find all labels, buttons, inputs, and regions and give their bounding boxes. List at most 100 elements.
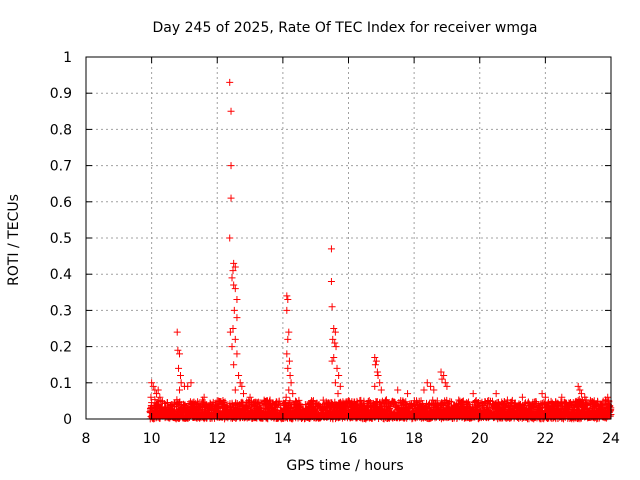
data-point — [284, 364, 292, 372]
data-point — [327, 245, 335, 253]
data-point — [333, 364, 341, 372]
x-tick-label: 20 — [471, 431, 489, 447]
data-point — [282, 393, 290, 401]
y-tick-label: 0 — [63, 412, 72, 428]
y-axis-label: ROTI / TECUs — [6, 194, 22, 286]
data-point — [459, 397, 467, 405]
data-point — [330, 325, 338, 332]
data-point — [576, 386, 584, 394]
data-point — [180, 400, 188, 408]
data-point — [174, 346, 182, 354]
x-tick-label: 14 — [274, 431, 292, 447]
data-point — [316, 414, 324, 422]
data-point — [538, 390, 546, 398]
data-point — [227, 194, 235, 202]
data-point — [373, 368, 381, 376]
data-point — [590, 397, 598, 405]
x-tick-labels: 8 10 12 14 16 18 20 22 24 — [82, 431, 620, 447]
data-point — [176, 386, 184, 394]
data-point — [230, 306, 238, 314]
data-point — [286, 372, 294, 380]
data-point — [581, 393, 589, 401]
data-point — [177, 379, 185, 387]
x-tick-label: 24 — [602, 431, 620, 447]
data-point — [228, 343, 236, 351]
data-point — [492, 390, 500, 398]
data-point — [213, 397, 221, 405]
x-tick-label: 8 — [82, 431, 91, 447]
chart-title: Day 245 of 2025, Rate Of TEC Index for r… — [153, 20, 538, 36]
data-point — [446, 397, 454, 405]
data-point — [231, 285, 239, 293]
data-point — [377, 386, 385, 394]
data-point — [327, 277, 335, 285]
data-point — [518, 393, 526, 401]
data-point — [283, 350, 291, 358]
data-point — [227, 162, 235, 170]
data-point — [578, 397, 586, 405]
data-point — [574, 382, 582, 390]
grid — [86, 57, 611, 419]
data-point — [295, 396, 303, 404]
data-point — [246, 393, 254, 401]
data-point — [230, 361, 238, 369]
data-point — [285, 328, 293, 336]
x-tick-label: 16 — [340, 431, 358, 447]
data-point — [602, 397, 610, 405]
data-point — [404, 390, 412, 398]
x-tick-label: 18 — [405, 431, 423, 447]
data-point — [175, 364, 183, 372]
data-point — [437, 368, 445, 376]
data-point — [287, 379, 295, 387]
data-point — [153, 390, 161, 398]
data-point — [173, 328, 181, 336]
data-point — [235, 372, 243, 380]
data-point — [231, 335, 239, 343]
data-point — [233, 314, 241, 322]
data-point — [469, 390, 477, 398]
data-point — [331, 379, 339, 387]
data-point — [229, 267, 237, 275]
data-point — [283, 306, 291, 314]
data-point — [371, 361, 379, 369]
data-point — [254, 398, 262, 406]
data-point — [335, 372, 343, 380]
data-point — [163, 398, 171, 406]
data-point — [331, 328, 339, 336]
data-point — [485, 396, 493, 404]
data-point — [430, 386, 438, 394]
y-tick-labels: 0 0.1 0.2 0.3 0.4 0.5 0.6 0.7 0.8 0.9 1 — [50, 50, 72, 428]
data-point — [156, 393, 164, 401]
data-point — [149, 382, 157, 390]
data-point — [231, 386, 239, 394]
y-tick-label: 0.7 — [50, 159, 72, 175]
data-point — [459, 398, 467, 406]
data-points — [146, 78, 615, 423]
data-point — [240, 390, 247, 398]
y-tick-label: 0.6 — [50, 195, 72, 211]
data-point — [283, 292, 291, 300]
x-tick-label: 22 — [536, 431, 554, 447]
data-point — [227, 107, 235, 115]
data-point — [154, 386, 162, 394]
data-point — [236, 379, 244, 387]
data-point — [438, 375, 446, 383]
data-point — [231, 263, 239, 271]
y-tick-label: 0.3 — [50, 303, 72, 319]
data-point — [226, 78, 234, 86]
data-point — [420, 386, 428, 394]
data-point — [285, 386, 293, 394]
data-point — [285, 357, 293, 365]
data-point — [184, 382, 192, 390]
data-point — [226, 234, 234, 242]
data-point — [328, 357, 336, 365]
data-point — [372, 357, 380, 365]
data-point — [541, 393, 549, 401]
data-point — [226, 328, 234, 336]
data-point — [200, 393, 208, 401]
data-point — [319, 396, 327, 404]
data-point — [275, 397, 283, 405]
data-point — [429, 396, 437, 404]
data-point — [371, 353, 379, 361]
